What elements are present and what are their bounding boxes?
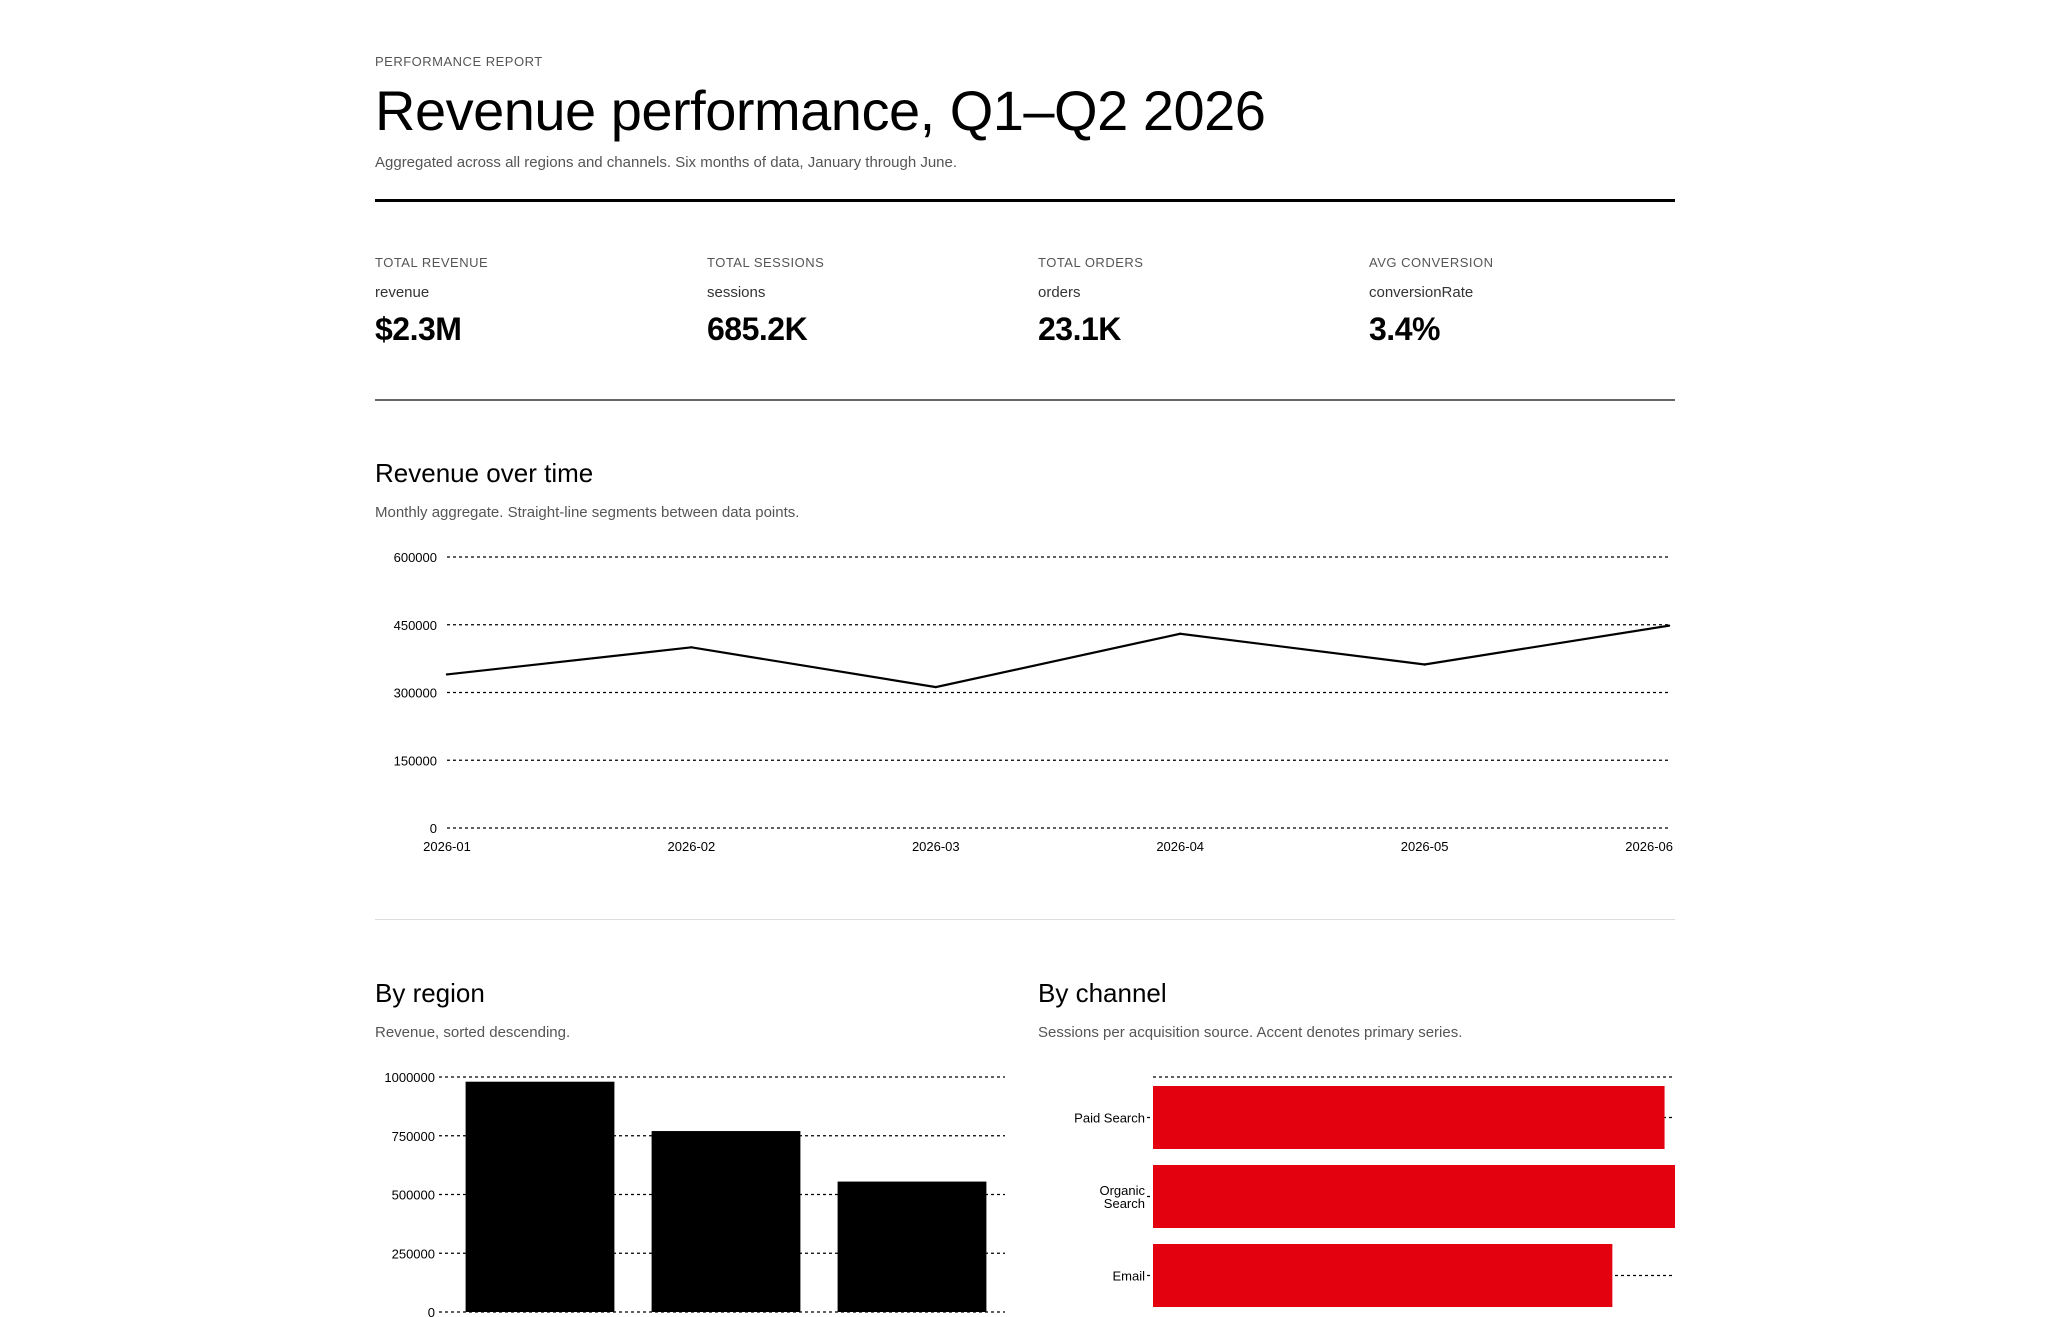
kpi-avg-conversion: AVG CONVERSION conversionRate 3.4% (1369, 255, 1669, 348)
y-tick-label: 250000 (392, 1246, 435, 1261)
category-label: Organic (1099, 1183, 1145, 1198)
kpi-value: 3.4% (1369, 311, 1440, 347)
kpi-value: $2.3M (375, 311, 462, 347)
region-bar (837, 1181, 987, 1312)
region-bar-chart: 0 250000 500000 750000 1000000 (384, 1070, 1005, 1317)
x-tick-label: 2026-03 (912, 839, 960, 854)
kpi-label: AVG CONVERSION (1369, 255, 1494, 270)
x-tick-label: 2026-01 (423, 839, 471, 854)
kpi-key: orders (1038, 284, 1081, 301)
y-tick-label: 0 (428, 1305, 435, 1317)
kpi-total-orders: TOTAL ORDERS orders 23.1K (1038, 255, 1338, 348)
kpi-total-sessions: TOTAL SESSIONS sessions 685.2K (707, 255, 1007, 348)
header-divider (375, 199, 1675, 202)
channel-bar (1153, 1165, 1675, 1228)
report-eyebrow: PERFORMANCE REPORT (375, 54, 543, 69)
revenue-line-chart: 0 150000 300000 450000 600000 2026-01 2026-02 2… (394, 550, 1673, 854)
data-point (1179, 632, 1182, 635)
section-divider (375, 919, 1675, 920)
kpi-key: revenue (375, 284, 430, 301)
kpi-value: 23.1K (1038, 311, 1121, 347)
kpi-divider (375, 399, 1675, 401)
data-point (445, 673, 449, 676)
y-tick-label: 600000 (394, 550, 437, 565)
x-tick-label: 2026-05 (1401, 839, 1449, 854)
y-tick-label: 500000 (392, 1188, 435, 1203)
x-tick-label: 2026-04 (1156, 839, 1204, 854)
kpi-key: conversionRate (1369, 284, 1474, 301)
x-tick-label: 2026-06 (1625, 839, 1673, 854)
y-tick-label: 450000 (394, 618, 437, 633)
page-title: Revenue performance, Q1–Q2 2026 (375, 79, 1266, 142)
data-point (1667, 624, 1671, 627)
data-point (690, 646, 693, 649)
kpi-value: 685.2K (707, 311, 808, 347)
kpi-key: sessions (707, 284, 766, 301)
revenue-over-time-subtitle: Monthly aggregate. Straight-line segment… (375, 504, 800, 521)
y-tick-label: 1000000 (384, 1070, 435, 1085)
revenue-series-line (446, 624, 1670, 689)
x-tick-label: 2026-02 (668, 839, 716, 854)
data-point (1423, 663, 1426, 666)
kpi-label: TOTAL ORDERS (1038, 255, 1144, 270)
region-bar (651, 1131, 801, 1312)
channel-bar (1153, 1086, 1665, 1149)
category-label: Search (1104, 1196, 1145, 1211)
region-bar (465, 1081, 615, 1312)
y-tick-label: 0 (430, 821, 437, 836)
y-tick-label: 750000 (392, 1129, 435, 1144)
by-region-subtitle: Revenue, sorted descending. (375, 1024, 571, 1041)
kpi-label: TOTAL REVENUE (375, 255, 489, 270)
by-channel-subtitle: Sessions per acquisition source. Accent … (1038, 1024, 1463, 1041)
category-label: Email (1112, 1269, 1145, 1284)
revenue-over-time-title: Revenue over time (375, 458, 594, 488)
kpi-total-revenue: TOTAL REVENUE revenue $2.3M (375, 255, 675, 348)
y-tick-label: 150000 (394, 753, 437, 768)
channel-bar (1153, 1244, 1613, 1307)
page-subtitle: Aggregated across all regions and channe… (375, 154, 958, 171)
data-point (934, 685, 937, 689)
y-tick-label: 300000 (394, 686, 437, 701)
by-channel-title: By channel (1038, 978, 1167, 1008)
kpi-label: TOTAL SESSIONS (707, 255, 825, 270)
category-label: Paid Search (1074, 1111, 1145, 1126)
by-region-title: By region (375, 978, 485, 1008)
